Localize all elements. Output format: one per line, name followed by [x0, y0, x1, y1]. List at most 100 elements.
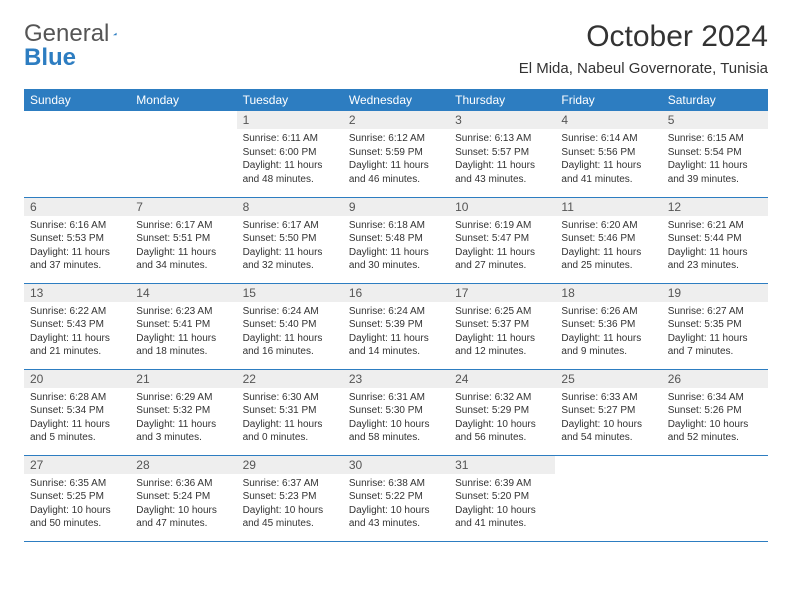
day-details: Sunrise: 6:18 AMSunset: 5:48 PMDaylight:… [343, 216, 449, 277]
page-subtitle: El Mida, Nabeul Governorate, Tunisia [519, 60, 768, 77]
day-number: 12 [662, 198, 768, 216]
calendar-cell [555, 455, 661, 541]
day-header: Wednesday [343, 89, 449, 111]
calendar-cell [24, 111, 130, 197]
header: General October 2024 El Mida, Nabeul Gov… [24, 20, 768, 77]
calendar-cell: 6Sunrise: 6:16 AMSunset: 5:53 PMDaylight… [24, 197, 130, 283]
day-number: 28 [130, 456, 236, 474]
day-details: Sunrise: 6:34 AMSunset: 5:26 PMDaylight:… [662, 388, 768, 449]
day-number: 11 [555, 198, 661, 216]
day-details: Sunrise: 6:17 AMSunset: 5:51 PMDaylight:… [130, 216, 236, 277]
logo-word2: Blue [24, 44, 76, 72]
day-header: Tuesday [237, 89, 343, 111]
day-details: Sunrise: 6:24 AMSunset: 5:40 PMDaylight:… [237, 302, 343, 363]
calendar-cell: 1Sunrise: 6:11 AMSunset: 6:00 PMDaylight… [237, 111, 343, 197]
day-number: 9 [343, 198, 449, 216]
calendar-cell: 19Sunrise: 6:27 AMSunset: 5:35 PMDayligh… [662, 283, 768, 369]
day-details: Sunrise: 6:11 AMSunset: 6:00 PMDaylight:… [237, 129, 343, 190]
day-number: 17 [449, 284, 555, 302]
day-details: Sunrise: 6:23 AMSunset: 5:41 PMDaylight:… [130, 302, 236, 363]
day-details: Sunrise: 6:36 AMSunset: 5:24 PMDaylight:… [130, 474, 236, 535]
calendar-cell: 5Sunrise: 6:15 AMSunset: 5:54 PMDaylight… [662, 111, 768, 197]
day-number: 5 [662, 111, 768, 129]
logo-triangle-icon [113, 26, 117, 42]
calendar-table: SundayMondayTuesdayWednesdayThursdayFrid… [24, 89, 768, 542]
day-details: Sunrise: 6:13 AMSunset: 5:57 PMDaylight:… [449, 129, 555, 190]
calendar-cell: 8Sunrise: 6:17 AMSunset: 5:50 PMDaylight… [237, 197, 343, 283]
day-details: Sunrise: 6:19 AMSunset: 5:47 PMDaylight:… [449, 216, 555, 277]
day-number: 29 [237, 456, 343, 474]
day-number: 24 [449, 370, 555, 388]
calendar-cell: 9Sunrise: 6:18 AMSunset: 5:48 PMDaylight… [343, 197, 449, 283]
day-number: 30 [343, 456, 449, 474]
day-number: 21 [130, 370, 236, 388]
day-number: 8 [237, 198, 343, 216]
calendar-cell: 18Sunrise: 6:26 AMSunset: 5:36 PMDayligh… [555, 283, 661, 369]
day-header: Friday [555, 89, 661, 111]
day-details: Sunrise: 6:38 AMSunset: 5:22 PMDaylight:… [343, 474, 449, 535]
calendar-cell: 26Sunrise: 6:34 AMSunset: 5:26 PMDayligh… [662, 369, 768, 455]
calendar-cell: 24Sunrise: 6:32 AMSunset: 5:29 PMDayligh… [449, 369, 555, 455]
calendar-cell: 15Sunrise: 6:24 AMSunset: 5:40 PMDayligh… [237, 283, 343, 369]
day-details: Sunrise: 6:26 AMSunset: 5:36 PMDaylight:… [555, 302, 661, 363]
calendar-cell: 21Sunrise: 6:29 AMSunset: 5:32 PMDayligh… [130, 369, 236, 455]
calendar-cell: 7Sunrise: 6:17 AMSunset: 5:51 PMDaylight… [130, 197, 236, 283]
day-number: 18 [555, 284, 661, 302]
day-details: Sunrise: 6:22 AMSunset: 5:43 PMDaylight:… [24, 302, 130, 363]
day-header: Thursday [449, 89, 555, 111]
day-details: Sunrise: 6:27 AMSunset: 5:35 PMDaylight:… [662, 302, 768, 363]
day-number: 16 [343, 284, 449, 302]
day-details: Sunrise: 6:15 AMSunset: 5:54 PMDaylight:… [662, 129, 768, 190]
calendar-cell: 14Sunrise: 6:23 AMSunset: 5:41 PMDayligh… [130, 283, 236, 369]
day-number: 20 [24, 370, 130, 388]
day-details: Sunrise: 6:20 AMSunset: 5:46 PMDaylight:… [555, 216, 661, 277]
day-number: 10 [449, 198, 555, 216]
calendar-cell: 23Sunrise: 6:31 AMSunset: 5:30 PMDayligh… [343, 369, 449, 455]
day-number: 22 [237, 370, 343, 388]
day-details: Sunrise: 6:24 AMSunset: 5:39 PMDaylight:… [343, 302, 449, 363]
day-number: 7 [130, 198, 236, 216]
day-details: Sunrise: 6:32 AMSunset: 5:29 PMDaylight:… [449, 388, 555, 449]
page-title: October 2024 [519, 20, 768, 54]
calendar-cell: 10Sunrise: 6:19 AMSunset: 5:47 PMDayligh… [449, 197, 555, 283]
day-number: 3 [449, 111, 555, 129]
day-details: Sunrise: 6:17 AMSunset: 5:50 PMDaylight:… [237, 216, 343, 277]
day-details: Sunrise: 6:14 AMSunset: 5:56 PMDaylight:… [555, 129, 661, 190]
day-number: 19 [662, 284, 768, 302]
day-number: 15 [237, 284, 343, 302]
day-number: 23 [343, 370, 449, 388]
calendar-cell: 31Sunrise: 6:39 AMSunset: 5:20 PMDayligh… [449, 455, 555, 541]
day-header: Monday [130, 89, 236, 111]
day-details: Sunrise: 6:39 AMSunset: 5:20 PMDaylight:… [449, 474, 555, 535]
day-details: Sunrise: 6:12 AMSunset: 5:59 PMDaylight:… [343, 129, 449, 190]
calendar-cell: 13Sunrise: 6:22 AMSunset: 5:43 PMDayligh… [24, 283, 130, 369]
day-number: 31 [449, 456, 555, 474]
day-details: Sunrise: 6:16 AMSunset: 5:53 PMDaylight:… [24, 216, 130, 277]
calendar-cell: 12Sunrise: 6:21 AMSunset: 5:44 PMDayligh… [662, 197, 768, 283]
day-details: Sunrise: 6:37 AMSunset: 5:23 PMDaylight:… [237, 474, 343, 535]
calendar-cell: 16Sunrise: 6:24 AMSunset: 5:39 PMDayligh… [343, 283, 449, 369]
day-number: 4 [555, 111, 661, 129]
calendar-cell: 4Sunrise: 6:14 AMSunset: 5:56 PMDaylight… [555, 111, 661, 197]
day-details: Sunrise: 6:21 AMSunset: 5:44 PMDaylight:… [662, 216, 768, 277]
day-details: Sunrise: 6:31 AMSunset: 5:30 PMDaylight:… [343, 388, 449, 449]
calendar-cell: 28Sunrise: 6:36 AMSunset: 5:24 PMDayligh… [130, 455, 236, 541]
day-number: 27 [24, 456, 130, 474]
day-header: Sunday [24, 89, 130, 111]
day-details: Sunrise: 6:25 AMSunset: 5:37 PMDaylight:… [449, 302, 555, 363]
day-number: 2 [343, 111, 449, 129]
calendar-cell: 20Sunrise: 6:28 AMSunset: 5:34 PMDayligh… [24, 369, 130, 455]
calendar-cell: 2Sunrise: 6:12 AMSunset: 5:59 PMDaylight… [343, 111, 449, 197]
day-details: Sunrise: 6:35 AMSunset: 5:25 PMDaylight:… [24, 474, 130, 535]
calendar-cell: 17Sunrise: 6:25 AMSunset: 5:37 PMDayligh… [449, 283, 555, 369]
calendar-cell: 3Sunrise: 6:13 AMSunset: 5:57 PMDaylight… [449, 111, 555, 197]
day-number: 13 [24, 284, 130, 302]
day-details: Sunrise: 6:29 AMSunset: 5:32 PMDaylight:… [130, 388, 236, 449]
day-number: 14 [130, 284, 236, 302]
day-details: Sunrise: 6:30 AMSunset: 5:31 PMDaylight:… [237, 388, 343, 449]
calendar-cell: 27Sunrise: 6:35 AMSunset: 5:25 PMDayligh… [24, 455, 130, 541]
day-number: 25 [555, 370, 661, 388]
calendar-cell: 30Sunrise: 6:38 AMSunset: 5:22 PMDayligh… [343, 455, 449, 541]
day-header: Saturday [662, 89, 768, 111]
calendar-cell [130, 111, 236, 197]
